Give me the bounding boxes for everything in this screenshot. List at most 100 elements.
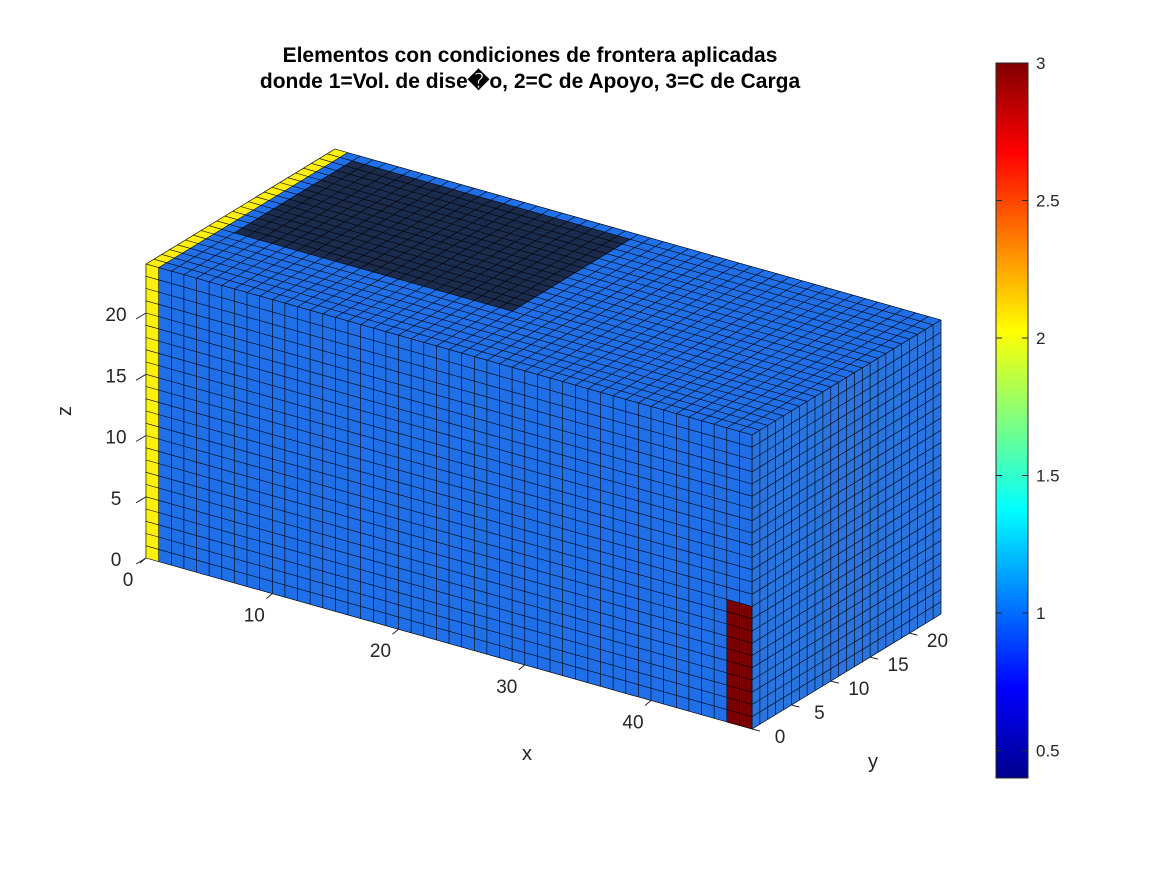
z-axis-label: z [54, 406, 76, 416]
voxel-edge [751, 478, 942, 595]
voxel-edge [145, 288, 753, 460]
voxel-edge [145, 435, 753, 607]
y-tick-label: 15 [888, 655, 909, 676]
voxel-edge [145, 410, 753, 583]
voxel-edge [240, 206, 847, 378]
colorbar-tick-label: 2.5 [1036, 192, 1060, 211]
chart-title-line-2: donde 1=Vol. de dise�o, 2=C de Apoyo, 3=… [260, 68, 801, 93]
voxel-edge [751, 589, 942, 705]
voxel-edge [145, 521, 753, 693]
voxel-edge [193, 234, 800, 407]
voxel-edge [311, 163, 918, 335]
voxel-edge [145, 508, 753, 681]
voxel-edge [751, 466, 942, 583]
voxel-edge [145, 312, 753, 485]
voxel-edge [751, 503, 942, 619]
voxel-edge [751, 417, 942, 534]
voxel-edge [161, 254, 768, 426]
y-axis-label: y [868, 751, 878, 773]
voxel-edge [751, 429, 942, 546]
colorbar-tick-label: 0.5 [1036, 742, 1060, 761]
voxel-edge [145, 386, 753, 558]
chart-title-line-1: Elementos con condiciones de frontera ap… [283, 44, 778, 67]
y-tick-label: 20 [927, 631, 948, 652]
y-tick-mark [869, 656, 879, 660]
voxel-edge [145, 447, 753, 619]
voxel-edge [295, 172, 902, 345]
voxel-edge [248, 201, 855, 373]
voxel-edge [751, 331, 942, 448]
voxel-edge [751, 454, 942, 570]
voxel-edge [145, 263, 753, 436]
voxel-edge [145, 300, 753, 472]
voxel-edge [145, 276, 753, 448]
voxel-edge [303, 167, 910, 340]
voxel-edge [145, 398, 753, 570]
voxel-edge [751, 527, 942, 644]
colorbar-tick-label: 2 [1036, 329, 1045, 348]
voxel-edge [145, 361, 753, 534]
x-tick-label: 30 [496, 677, 517, 698]
voxel-edge [279, 182, 886, 354]
z-tick-label: 20 [105, 305, 126, 326]
voxel-edge [751, 540, 942, 656]
voxel-edge [751, 515, 942, 632]
voxel-edge [751, 552, 942, 668]
voxel-edge [751, 368, 942, 485]
colorbar-tick-label: 1 [1036, 604, 1045, 623]
voxel-edge [751, 319, 942, 436]
x-tick-mark [265, 593, 273, 599]
voxel-edge [327, 153, 934, 326]
y-tick-mark [791, 704, 800, 708]
voxel-edge [751, 576, 942, 693]
z-tick-label: 10 [105, 428, 126, 449]
z-tick-label: 0 [111, 550, 122, 571]
voxel-edge [185, 239, 792, 412]
voxel-edge [145, 349, 753, 521]
voxel-edge [145, 337, 753, 509]
voxel-edge [145, 374, 753, 546]
x-tick-label: 0 [123, 570, 134, 591]
x-tick-label: 20 [370, 641, 391, 662]
x-tick-label: 40 [622, 713, 643, 734]
voxel-edge [751, 405, 942, 521]
voxel-edge [751, 491, 942, 607]
voxel-edge [208, 225, 816, 397]
x-axis-label: x [522, 743, 532, 765]
voxel-edge [319, 158, 926, 330]
voxel-edge [256, 196, 863, 369]
colorbar-tick-label: 1.5 [1036, 467, 1060, 486]
voxel-edge [726, 721, 753, 730]
voxel-edge [751, 601, 942, 717]
front-face-grid [145, 263, 753, 730]
load-column [726, 599, 753, 730]
x-tick-mark [518, 664, 526, 671]
voxel-box [145, 148, 942, 730]
voxel-edge [201, 230, 808, 402]
z-tick-label: 15 [105, 366, 126, 387]
voxel-edge [751, 564, 942, 681]
colorbar-tick-label: 3 [1036, 54, 1045, 73]
voxel-edge [145, 545, 753, 717]
colorbar-gradient [995, 62, 1029, 779]
axes-3d: 0 10 20 30 40 0 5 10 15 20 0 5 10 15 20 [105, 148, 948, 748]
voxel-edge [751, 393, 942, 509]
y-tick-mark [909, 632, 918, 636]
colorbar-ticks: 0.5 1 1.5 2 2.5 3 [996, 54, 1060, 761]
voxel-edge [145, 496, 753, 668]
x-tick-mark [644, 700, 652, 706]
voxel-edge [216, 220, 823, 393]
voxel-edge [169, 249, 776, 421]
voxel-edge [232, 211, 839, 383]
voxel-edge [153, 258, 760, 431]
z-tick-mark [135, 435, 147, 442]
voxel-edge [271, 187, 879, 359]
voxel-edge [224, 215, 831, 388]
z-tick-mark [135, 373, 147, 381]
voxel-edge [145, 459, 753, 632]
voxel-edge [145, 533, 753, 705]
y-tick-label: 10 [848, 679, 869, 700]
voxel-edge [177, 244, 784, 417]
voxel-edge [751, 442, 942, 558]
